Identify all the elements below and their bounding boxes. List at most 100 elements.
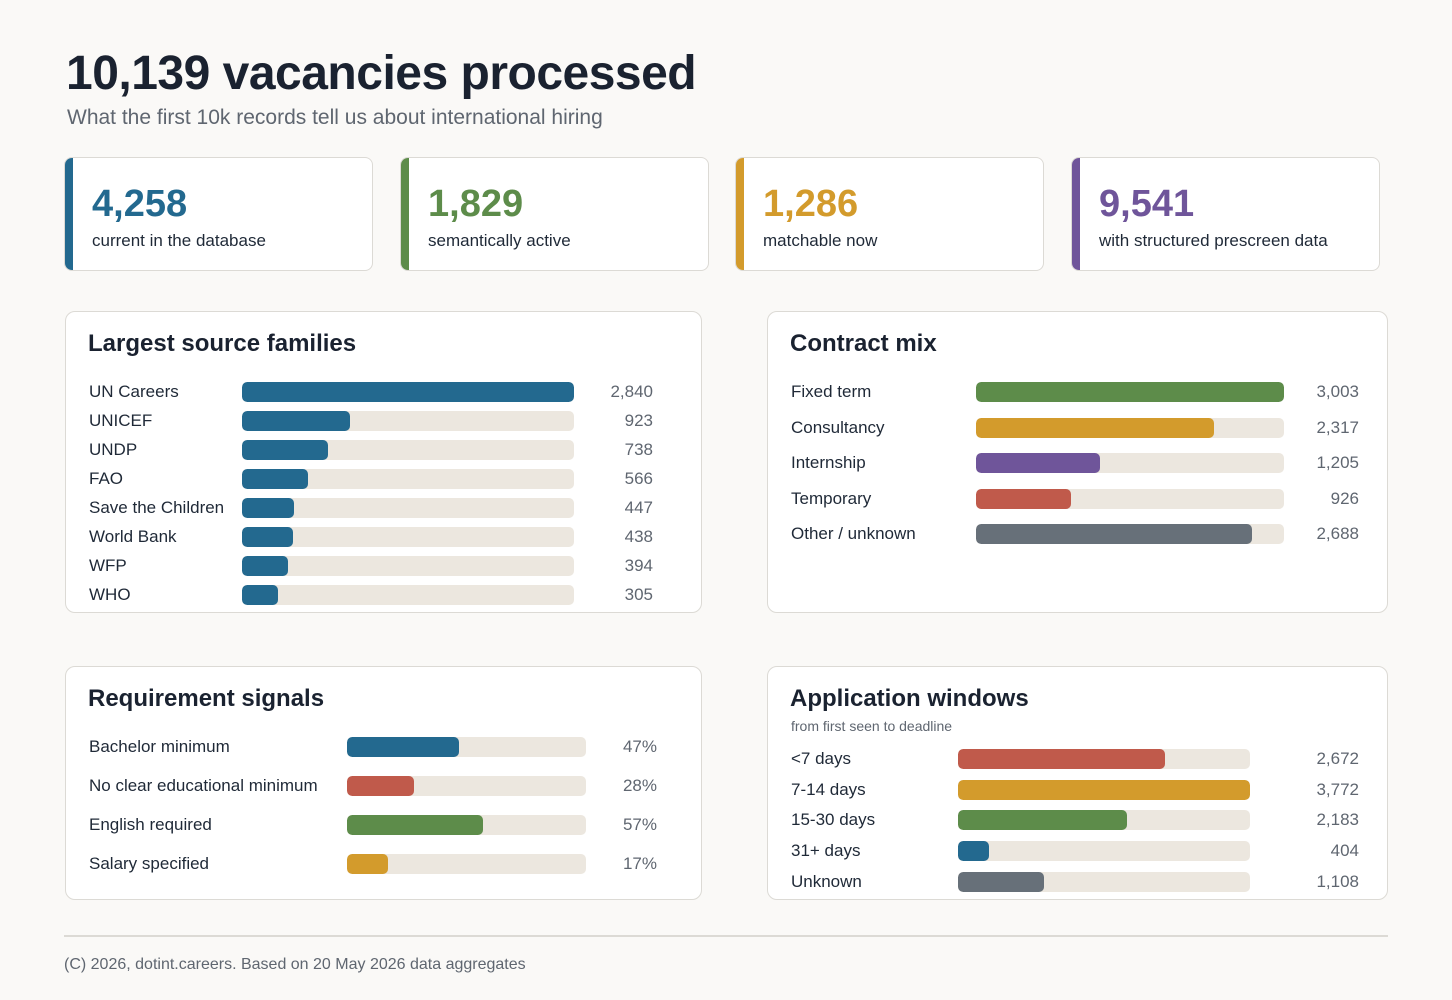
bar-value-label: 1,205 xyxy=(1316,453,1359,472)
bar-value-label: 923 xyxy=(624,411,653,430)
bar-track xyxy=(242,411,574,431)
bar-row: UNICEF 923 xyxy=(66,410,701,432)
bar-fill xyxy=(242,440,329,460)
kpi-label: semantically active xyxy=(428,231,571,250)
bar-value-label: 404 xyxy=(1330,841,1359,861)
bar-category-label: Save the Children xyxy=(89,498,225,517)
bar-category-label: Fixed term xyxy=(791,382,872,401)
bar-row: <7 days 2,672 xyxy=(768,748,1387,770)
bar-value-label: 3,772 xyxy=(1316,779,1359,799)
bar-category-label: WFP xyxy=(89,556,127,575)
bar-track xyxy=(347,776,586,796)
bar-category-label: Unknown xyxy=(791,871,862,891)
bar-track xyxy=(958,810,1250,831)
panel-title: Contract mix xyxy=(790,330,937,357)
bar-fill xyxy=(242,469,309,489)
bar-category-label: UNDP xyxy=(89,440,138,459)
bar-fill xyxy=(242,382,574,402)
bar-value-label: 2,317 xyxy=(1316,417,1359,437)
bar-row: Internship 1,205 xyxy=(768,452,1387,474)
bar-row: WFP 394 xyxy=(66,555,701,577)
bar-category-label: 31+ days xyxy=(791,841,861,861)
kpi-accent-bar xyxy=(736,158,744,270)
bar-track xyxy=(242,556,574,576)
bar-track xyxy=(347,815,586,835)
bar-track xyxy=(242,440,574,460)
bar-value-label: 3,003 xyxy=(1316,382,1359,401)
kpi-accent-bar xyxy=(1072,158,1080,270)
bar-fill xyxy=(242,527,294,547)
bar-track xyxy=(242,469,574,489)
bar-track xyxy=(976,382,1284,402)
kpi-value: 4,258 xyxy=(92,183,188,225)
bar-value-label: 2,183 xyxy=(1316,810,1359,830)
bar-row: Save the Children 447 xyxy=(66,497,701,519)
bar-track xyxy=(242,527,574,547)
bar-category-label: Internship xyxy=(791,453,866,472)
bar-value-label: 394 xyxy=(624,556,653,575)
footer-credit: (C) 2026, dotint.careers. Based on 20 Ma… xyxy=(64,956,526,973)
bar-fill xyxy=(242,585,278,605)
kpi-accent-bar xyxy=(401,158,409,270)
kpi-value: 1,829 xyxy=(428,183,524,225)
bar-row: No clear educational minimum 28% xyxy=(66,775,701,797)
kpi-label: with structured prescreen data xyxy=(1099,231,1328,250)
panel-title: Application windows xyxy=(790,685,1029,712)
kpi-label: matchable now xyxy=(763,231,878,250)
bar-value-label: 17% xyxy=(622,854,657,873)
bar-fill xyxy=(347,737,460,757)
bar-category-label: World Bank xyxy=(89,527,177,546)
footer-divider xyxy=(64,935,1388,937)
bar-category-label: UN Careers xyxy=(89,382,179,401)
bar-category-label: Consultancy xyxy=(791,417,885,437)
bar-track xyxy=(958,841,1250,862)
bar-fill xyxy=(958,810,1127,831)
bar-track xyxy=(976,453,1284,473)
bar-track xyxy=(976,488,1284,509)
bar-value-label: 738 xyxy=(624,440,653,459)
bar-value-label: 2,840 xyxy=(610,382,653,401)
bar-track xyxy=(242,498,574,518)
bar-row: UN Careers 2,840 xyxy=(66,381,701,403)
bar-category-label: UNICEF xyxy=(89,411,153,430)
kpi-label: current in the database xyxy=(92,231,266,250)
page-title: 10,139 vacancies processed xyxy=(66,47,697,100)
bar-fill xyxy=(347,854,388,874)
bar-row: Unknown 1,108 xyxy=(768,871,1387,893)
kpi-value: 1,286 xyxy=(763,183,859,225)
application-windows-panel: Application windows from first seen to d… xyxy=(767,666,1388,900)
bar-value-label: 2,672 xyxy=(1316,749,1359,768)
page-subtitle: What the first 10k records tell us about… xyxy=(67,106,603,129)
bar-row: WHO 305 xyxy=(66,584,701,606)
bar-category-label: <7 days xyxy=(791,749,852,768)
bar-category-label: FAO xyxy=(89,469,124,488)
source-families-panel: Largest source families UN Careers 2,840 U… xyxy=(65,311,702,613)
bar-category-label: Bachelor minimum xyxy=(89,737,230,756)
bar-row: English required 57% xyxy=(66,814,701,836)
bar-fill xyxy=(976,382,1284,402)
bar-value-label: 305 xyxy=(624,585,653,604)
bar-track xyxy=(242,382,574,402)
bar-fill xyxy=(347,776,414,796)
bar-row: 15-30 days 2,183 xyxy=(768,809,1387,831)
bar-row: Other / unknown 2,688 xyxy=(768,523,1387,545)
panel-subtitle: from first seen to deadline xyxy=(791,718,953,734)
bar-value-label: 447 xyxy=(624,498,653,517)
bar-fill xyxy=(242,556,289,576)
bar-category-label: 7-14 days xyxy=(791,779,866,799)
bar-row: 31+ days 404 xyxy=(768,840,1387,862)
kpi-card: 1,829 semantically active xyxy=(400,157,709,271)
bar-track xyxy=(347,854,586,874)
bar-value-label: 926 xyxy=(1330,488,1359,508)
bar-track xyxy=(242,585,574,605)
bar-fill xyxy=(976,417,1214,438)
bar-row: Salary specified 17% xyxy=(66,853,701,875)
kpi-card: 4,258 current in the database xyxy=(64,157,373,271)
bar-value-label: 28% xyxy=(622,776,657,795)
bar-category-label: Temporary xyxy=(791,488,872,508)
bar-category-label: 15-30 days xyxy=(791,810,876,830)
bar-row: FAO 566 xyxy=(66,468,701,490)
bar-fill xyxy=(242,411,350,431)
bar-value-label: 47% xyxy=(622,737,657,756)
bar-row: World Bank 438 xyxy=(66,526,701,548)
